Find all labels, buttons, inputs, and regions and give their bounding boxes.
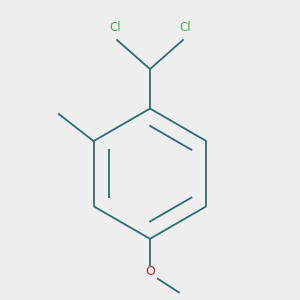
Text: Cl: Cl	[110, 21, 121, 34]
Text: O: O	[145, 265, 155, 278]
Text: Cl: Cl	[179, 21, 190, 34]
